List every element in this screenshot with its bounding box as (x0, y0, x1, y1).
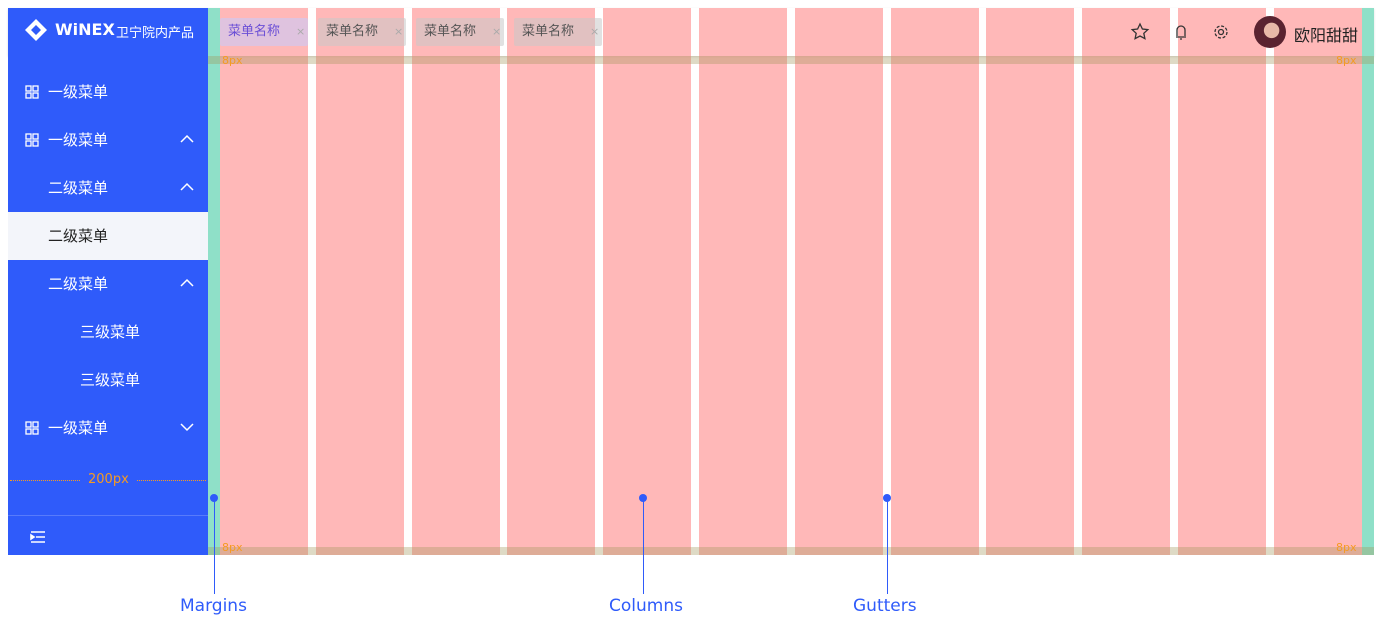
column (1082, 8, 1171, 555)
tab[interactable]: 菜单名称 × (514, 18, 602, 46)
menu-arrow (180, 134, 194, 144)
menu-label: 二级菜单 (48, 179, 109, 197)
menu-item[interactable]: 一级菜单 (8, 68, 208, 116)
column (1178, 8, 1266, 555)
user-name[interactable]: 欧阳甜甜 (1294, 26, 1359, 45)
spacing-label: 8px (222, 54, 243, 67)
margin (208, 8, 220, 555)
sidebar: WiNEX 卫宁院内产品 一级菜单 一级菜单 二级菜单 二级菜单 二级菜单 三级菜单 三级菜… (8, 8, 208, 555)
menu-arrow (180, 278, 194, 288)
annotation-line (214, 498, 215, 594)
annotation-label: Columns (609, 596, 683, 616)
menu-item[interactable]: 一级菜单 (8, 404, 208, 452)
spacing-label: 8px (1336, 541, 1357, 554)
tab-label: 菜单名称 (326, 24, 379, 39)
menu-label: 一级菜单 (48, 419, 109, 437)
menu-item[interactable]: 二级菜单 (8, 260, 208, 308)
column (507, 8, 596, 555)
menu-arrow (180, 182, 194, 192)
column (1273, 8, 1362, 555)
tab[interactable]: 菜单名称 × (318, 18, 406, 46)
menu-icon (25, 421, 39, 435)
column (890, 8, 979, 555)
avatar[interactable] (1254, 16, 1286, 48)
annotation-line (887, 498, 888, 594)
tab-close: × (590, 25, 600, 38)
spacing-label: 8px (1336, 54, 1357, 67)
menu-item[interactable]: 二级菜单 (8, 212, 208, 260)
menu-label: 二级菜单 (48, 275, 109, 293)
menu-icon (25, 85, 39, 99)
tab-label: 菜单名称 (424, 24, 477, 39)
tab-label: 菜单名称 (522, 24, 575, 39)
logo-text: WiNEX (55, 20, 115, 39)
column (315, 8, 404, 555)
annotation-label: Margins (180, 596, 247, 616)
width-label: 200px (80, 472, 137, 487)
menu-icon (25, 133, 39, 147)
column (603, 8, 692, 555)
header-icons (1130, 22, 1228, 40)
tab[interactable]: 菜单名称 × (220, 18, 308, 46)
menu-label: 一级菜单 (48, 83, 109, 101)
menu-item[interactable]: 一级菜单 (8, 116, 208, 164)
menu-label: 三级菜单 (80, 323, 141, 341)
tab-close: × (296, 25, 306, 38)
annotation-dot (883, 494, 891, 502)
menu-item[interactable]: 三级菜单 (8, 308, 208, 356)
annotation-label: Gutters (853, 596, 917, 616)
annotation-dot (639, 494, 647, 502)
column (699, 8, 787, 555)
menu-arrow (180, 422, 194, 432)
margin (1362, 8, 1374, 555)
logo-icon (25, 19, 47, 41)
spacing-label: 8px (222, 541, 243, 554)
tab-close: × (394, 25, 404, 38)
annotation-dot (210, 494, 218, 502)
divider (8, 515, 208, 516)
column (220, 8, 308, 555)
column (794, 8, 883, 555)
padding-band (208, 56, 1374, 64)
menu-label: 三级菜单 (80, 371, 141, 389)
tab-label: 菜单名称 (228, 24, 281, 39)
padding-band (208, 547, 1374, 555)
tab-close: × (492, 25, 502, 38)
menu-item[interactable]: 二级菜单 (8, 164, 208, 212)
product-name: 卫宁院内产品 (116, 26, 195, 41)
annotation-line (643, 498, 644, 594)
menu-label: 一级菜单 (48, 131, 109, 149)
column (986, 8, 1075, 555)
tab[interactable]: 菜单名称 × (416, 18, 504, 46)
menu-label: 二级菜单 (48, 227, 109, 245)
menu-item[interactable]: 三级菜单 (8, 356, 208, 404)
collapse-icon[interactable] (30, 530, 46, 544)
column (411, 8, 500, 555)
